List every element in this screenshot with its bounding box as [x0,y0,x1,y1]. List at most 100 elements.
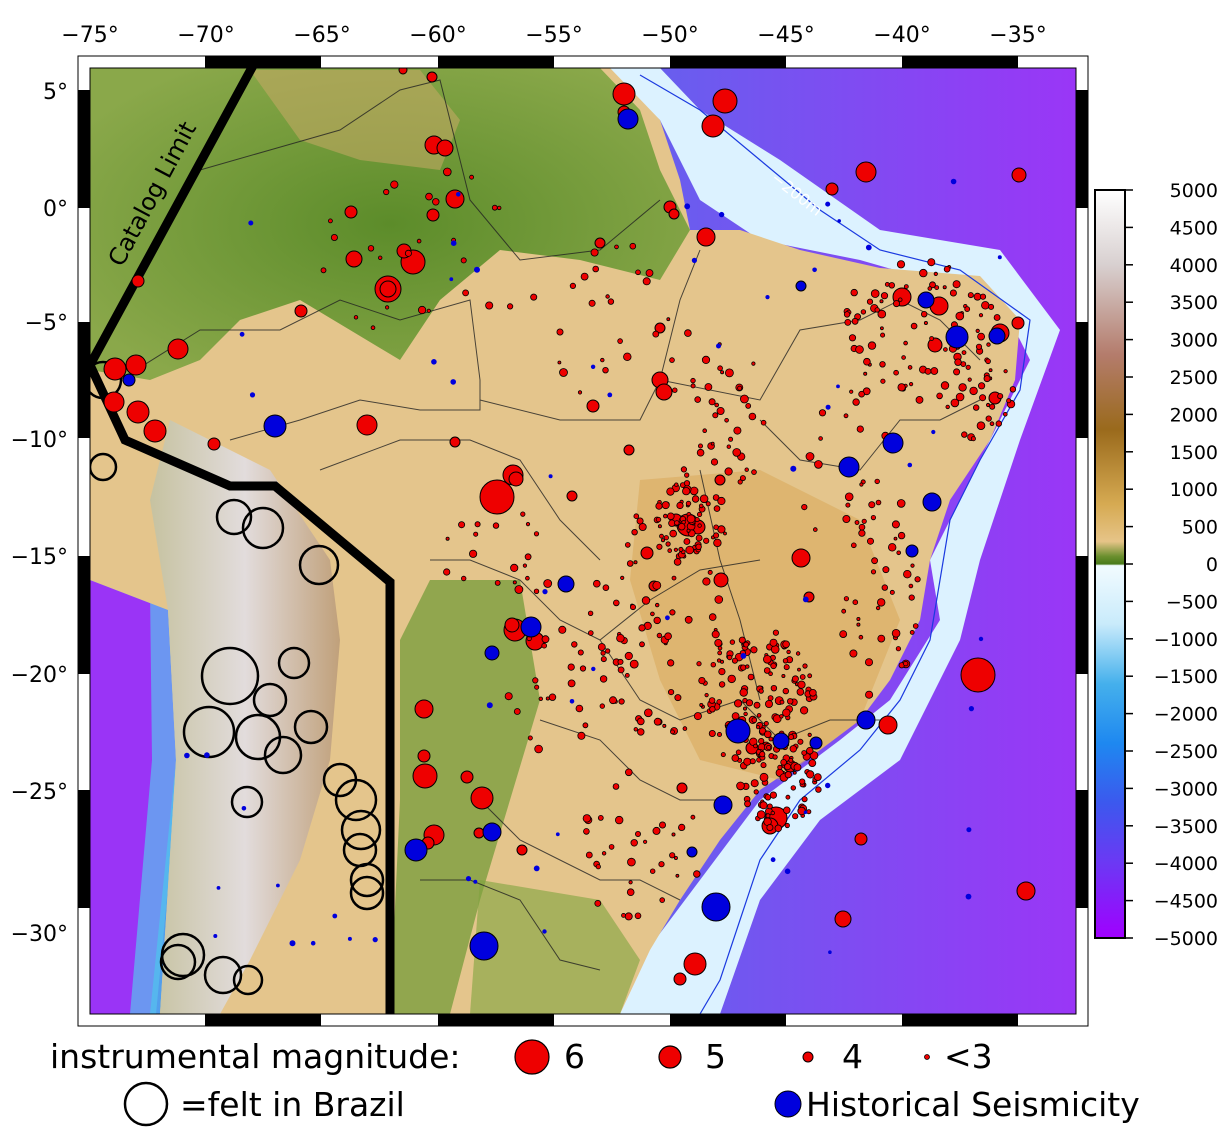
instrumental-event [852,599,859,605]
instrumental-event [767,803,773,810]
historical-event [812,267,817,273]
historical-event [276,883,280,888]
instrumental-event [702,428,707,434]
instrumental-event [674,694,682,702]
instrumental-event [893,536,898,541]
instrumental-event [815,786,822,793]
instrumental-event [617,666,625,674]
instrumental-event [908,583,914,589]
instrumental-event [669,529,677,538]
instrumental-event [103,391,125,413]
instrumental-event [863,371,868,376]
instrumental-event [713,505,721,512]
instrumental-event [985,358,991,365]
historical-event [772,732,790,750]
lon-tick-label: −45° [757,23,814,48]
instrumental-event [534,744,543,754]
historical-event [548,474,553,479]
instrumental-event [628,880,633,885]
instrumental-event [936,392,943,400]
instrumental-event [784,763,792,771]
instrumental-event [770,685,778,692]
historical-event [456,192,461,197]
lon-tick-label: −50° [641,23,698,48]
instrumental-event [893,300,901,308]
colorbar-label: −4500 [1154,891,1218,913]
instrumental-event [609,696,617,705]
instrumental-event [710,458,719,466]
instrumental-event [997,393,1004,400]
instrumental-event [756,810,766,819]
instrumental-event [659,533,664,539]
historical-event [770,857,776,863]
instrumental-event [825,182,839,196]
instrumental-event [750,779,759,788]
instrumental-event [653,616,661,625]
instrumental-event [745,699,754,707]
instrumental-event [683,538,691,545]
historical-event [825,201,831,207]
instrumental-event [633,727,638,732]
historical-event [216,886,221,890]
instrumental-event [696,448,705,457]
instrumental-event [699,494,709,504]
instrumental-event [698,503,704,509]
lat-tick-label: 5° [43,80,68,105]
instrumental-event [690,383,696,389]
instrumental-event [618,698,625,705]
instrumental-event [751,717,758,723]
felt-event [340,809,382,851]
instrumental-event [642,839,648,844]
instrumental-event [874,478,880,485]
instrumental-event [586,399,600,413]
instrumental-event [582,814,592,823]
instrumental-event [807,732,812,738]
instrumental-event [577,390,583,395]
felt-event [334,778,378,822]
instrumental-event [696,227,716,247]
instrumental-event [414,699,434,719]
instrumental-event [445,189,465,209]
instrumental-event [643,708,653,718]
instrumental-event [600,650,606,656]
instrumental-event [714,402,719,408]
lat-tick-label: −15° [11,545,68,570]
instrumental-event [875,499,882,506]
historical-event [248,220,254,226]
instrumental-event [737,479,743,485]
historical-event [828,950,832,954]
lon-tick-label: −40° [873,23,930,48]
instrumental-event [699,703,704,708]
instrumental-event [779,699,785,705]
instrumental-event [850,542,857,549]
instrumental-event [541,642,547,649]
instrumental-event [950,398,960,408]
instrumental-event [891,520,900,529]
instrumental-event [896,499,906,508]
instrumental-event [504,617,520,633]
instrumental-event [510,563,519,573]
instrumental-event [718,681,726,688]
instrumental-event [633,560,638,565]
instrumental-event [845,502,851,508]
historical-event [249,392,256,398]
instrumental-event [716,406,725,415]
instrumental-event [636,517,644,525]
instrumental-event [436,139,454,157]
instrumental-event [986,342,991,347]
instrumental-event [678,546,684,552]
historical-event [795,280,807,292]
instrumental-event [492,522,500,529]
instrumental-event [320,267,327,274]
instrumental-event [103,357,127,381]
instrumental-event [731,754,740,762]
instrumental-event [870,289,880,298]
instrumental-event [772,754,778,760]
instrumental-event [933,271,938,276]
instrumental-event [856,425,864,433]
instrumental-event [638,523,647,532]
instrumental-event [594,900,602,907]
historical-events [122,108,1006,961]
instrumental-event [818,409,827,417]
colorbar-ramp [1094,189,1126,939]
